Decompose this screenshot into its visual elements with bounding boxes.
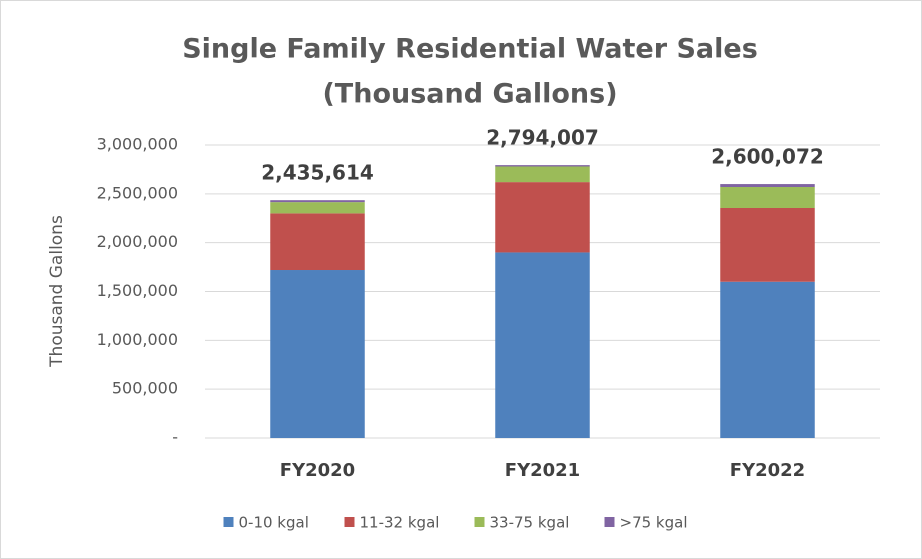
y-tick-label: -: [172, 428, 178, 447]
bar-segment: [495, 165, 590, 167]
legend-label: 0-10 kgal: [239, 514, 309, 532]
bar-segment: [720, 186, 815, 208]
legend-swatch: [344, 517, 355, 527]
y-tick-label: 2,000,000: [97, 232, 178, 251]
legend-swatch: [223, 517, 234, 527]
chart-title: Single Family Residential Water Sales: [182, 34, 758, 65]
legend-label: >75 kgal: [620, 514, 688, 532]
chart-subtitle: (Thousand Gallons): [322, 79, 617, 110]
total-label: 2,794,007: [486, 126, 599, 150]
x-tick-label: FY2021: [505, 460, 580, 481]
y-tick-label: 500,000: [112, 379, 178, 398]
bar-segment: [495, 166, 590, 183]
total-label: 2,435,614: [261, 161, 374, 185]
y-tick-label: 2,500,000: [97, 183, 178, 202]
bar-segment: [270, 213, 365, 271]
y-axis-label: Thousand Gallons: [47, 215, 67, 368]
y-tick-label: 1,000,000: [97, 330, 178, 349]
bar-segment: [495, 252, 590, 438]
x-tick-label: FY2022: [730, 460, 805, 481]
x-tick-label: FY2020: [280, 460, 355, 481]
bar-segment: [270, 202, 365, 214]
y-tick-label: 1,500,000: [97, 281, 178, 300]
bar-segment: [720, 207, 815, 282]
bar-segment: [720, 281, 815, 438]
bar-segment: [720, 184, 815, 187]
bar-segment: [270, 200, 365, 203]
legend-label: 11-32 kgal: [360, 514, 440, 532]
legend-swatch: [604, 517, 615, 527]
total-label: 2,600,072: [711, 145, 824, 169]
bar-segment: [495, 182, 590, 253]
y-tick-label: 3,000,000: [97, 135, 178, 154]
legend-label: 33-75 kgal: [490, 514, 570, 532]
bar-segment: [270, 270, 365, 438]
legend-swatch: [474, 517, 485, 527]
